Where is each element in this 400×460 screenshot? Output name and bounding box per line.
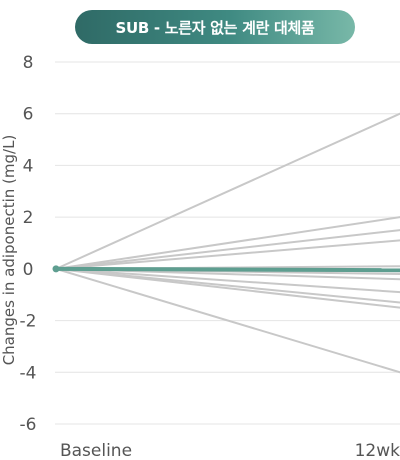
individual-line-3 [55,229,400,270]
mean-line-group [52,265,400,273]
individual-line-4 [55,239,400,270]
y-tick-label: 0 [23,260,34,280]
y-tick-label: -2 [20,312,37,332]
x-tick-label: 12wk [355,441,400,460]
chart-title-pill: SUB - 노른자 없는 계란 대체품 [75,10,355,44]
y-tick-label: 4 [23,156,34,176]
individual-line-12 [55,267,400,374]
individual-line-11 [55,267,400,309]
baseline-marker [52,265,60,273]
x-tick-label: Baseline [60,441,132,460]
individual-line-9 [55,267,400,294]
chart-title: SUB - 노른자 없는 계란 대체품 [115,18,315,37]
y-axis-title: Changes in adiponectin (mg/L) [0,135,18,366]
mean-line [55,266,400,273]
y-tick-label: -6 [20,415,37,435]
individual-line-2 [55,216,400,270]
y-tick-label: -4 [20,363,37,383]
y-tick-label: 8 [23,53,34,73]
y-tick-label: 2 [23,208,34,228]
individual-lines [55,112,400,374]
y-tick-labels: 8 6 4 2 0 -2 -4 -6 [20,53,37,435]
individual-line-1 [55,112,400,270]
y-tick-label: 6 [23,105,34,125]
x-tick-labels: Baseline 12wk [60,441,400,460]
